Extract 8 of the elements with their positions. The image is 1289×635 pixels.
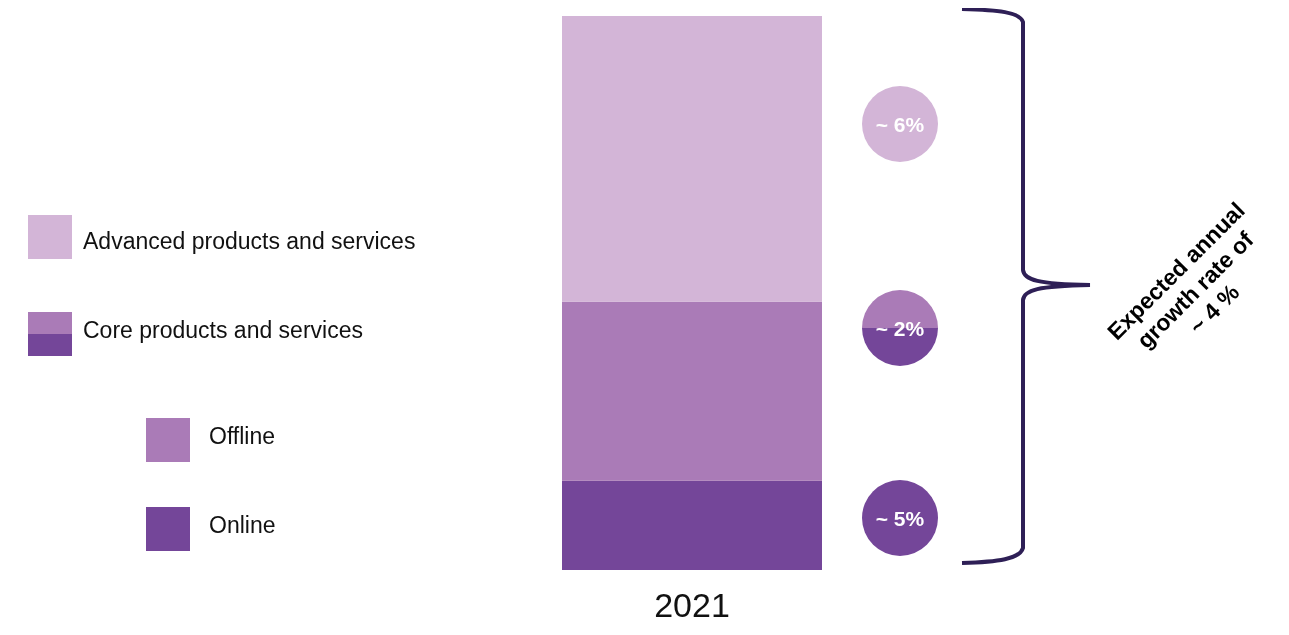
text: Core products and services <box>83 317 363 343</box>
legend-label: Offline <box>209 423 276 449</box>
text: ~ 2% <box>875 317 925 340</box>
text: ~ 5% <box>875 507 925 530</box>
legend-label: Advanced products and services <box>83 228 416 254</box>
text: ~ 6% <box>875 113 925 136</box>
legend-label: Online <box>209 512 276 538</box>
x-tick-label: 2021 <box>654 586 730 624</box>
